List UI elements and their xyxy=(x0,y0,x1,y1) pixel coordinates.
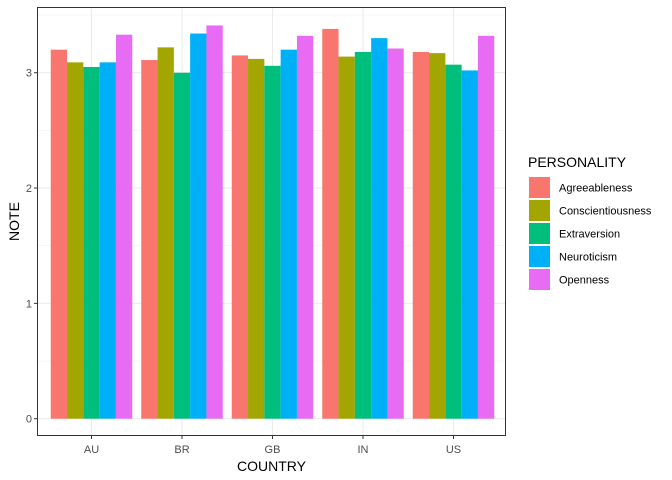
bar-conscientiousness-au xyxy=(67,62,84,419)
legend-swatch-neuroticism xyxy=(529,246,550,267)
bar-agreeableness-au xyxy=(50,49,68,419)
legend-swatch-extraversion xyxy=(529,223,550,244)
bar-neuroticism-in xyxy=(371,38,388,419)
y-tick-label: 2 xyxy=(26,183,32,195)
legend: PERSONALITY Agreeableness Conscientiousne… xyxy=(528,154,652,291)
bar-openness-br xyxy=(206,25,223,419)
legend-label-extraversion: Extraversion xyxy=(559,229,620,241)
bar-conscientiousness-us xyxy=(429,53,446,419)
bar-extraversion-in xyxy=(354,51,372,419)
bar-openness-in xyxy=(387,48,404,419)
bar-agreeableness-br xyxy=(141,60,158,419)
x-tick-label: AU xyxy=(84,444,99,456)
bar-neuroticism-gb xyxy=(280,49,297,419)
x-tick-label: IN xyxy=(358,444,369,456)
bar-agreeableness-gb xyxy=(231,55,249,419)
plot-panel-border xyxy=(37,7,506,436)
bar-openness-us xyxy=(477,35,495,419)
bar-extraversion-au xyxy=(83,66,100,419)
x-tick-label: GB xyxy=(265,444,281,456)
x-axis-title: COUNTRY xyxy=(237,458,307,474)
legend-label-agreeableness: Agreeableness xyxy=(559,183,633,195)
bar-neuroticism-us xyxy=(461,70,478,419)
bar-extraversion-us xyxy=(445,64,462,419)
bar-conscientiousness-gb xyxy=(248,58,265,419)
bar-agreeableness-in xyxy=(322,28,339,419)
y-tick-label: 3 xyxy=(26,68,32,80)
legend-swatch-conscientiousness xyxy=(529,200,550,221)
x-tick-label: BR xyxy=(174,444,189,456)
bar-conscientiousness-br xyxy=(157,47,174,419)
legend-label-openness: Openness xyxy=(559,275,610,287)
bar-extraversion-br xyxy=(173,72,191,419)
bar-openness-gb xyxy=(296,35,314,419)
legend-title: PERSONALITY xyxy=(528,154,627,170)
y-axis-title: NOTE xyxy=(6,202,22,241)
legend-swatch-openness xyxy=(529,269,550,290)
bar-neuroticism-au xyxy=(99,62,116,419)
y-axis: 0 1 2 3 xyxy=(26,68,37,426)
y-tick-label: 0 xyxy=(26,414,32,426)
bar-agreeableness-us xyxy=(412,51,430,419)
legend-label-conscientiousness: Conscientiousness xyxy=(559,206,652,218)
legend-swatch-agreeableness xyxy=(529,177,550,198)
x-axis: AU BR GB IN US xyxy=(84,436,461,456)
bar-conscientiousness-in xyxy=(338,56,355,419)
bar-extraversion-gb xyxy=(264,65,281,419)
legend-label-neuroticism: Neuroticism xyxy=(559,252,617,264)
bar-neuroticism-br xyxy=(190,33,207,419)
y-tick-label: 1 xyxy=(26,298,32,310)
bar-openness-au xyxy=(115,34,133,419)
bars xyxy=(50,25,495,419)
x-tick-label: US xyxy=(446,444,461,456)
